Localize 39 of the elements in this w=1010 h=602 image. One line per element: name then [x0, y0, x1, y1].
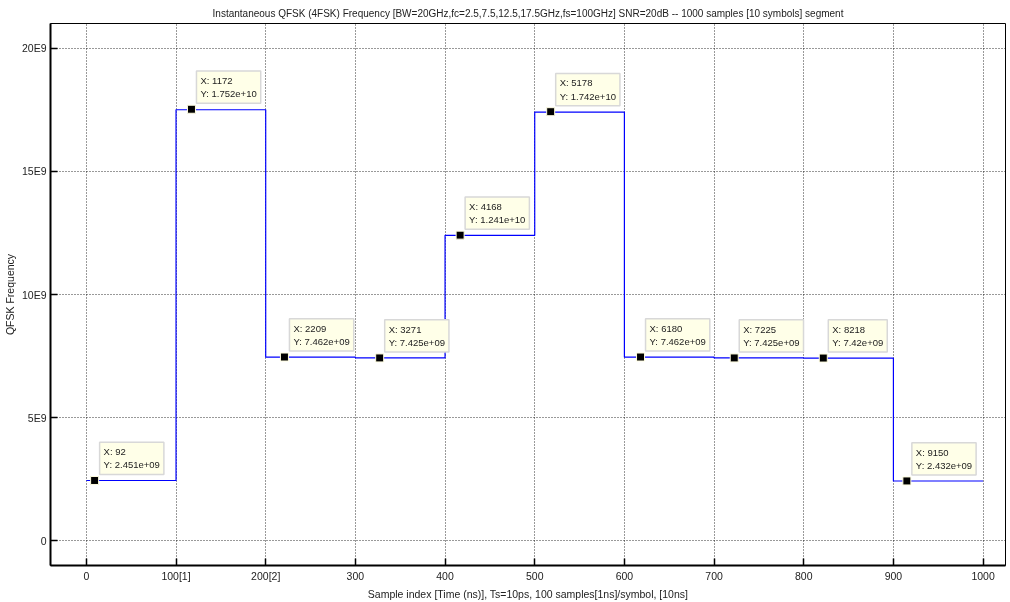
data-label: X: 2209 Y: 7.462e+09 [293, 322, 350, 348]
point [546, 107, 556, 117]
x-tick-label: 300 [346, 569, 365, 582]
y-tick-label: 0 [40, 534, 47, 547]
x-tick-label: 500 [525, 569, 544, 582]
data-label: X: 8218 Y: 7.42e+09 [832, 323, 884, 349]
point [636, 352, 646, 362]
point [279, 352, 289, 362]
y-tick-label: 15E9 [21, 165, 47, 178]
x-tick-label: 200[2] [251, 569, 281, 582]
point [90, 475, 100, 485]
x-tick-label: 900 [884, 569, 903, 582]
data-label: X: 4168 Y: 1.241e+10 [469, 200, 526, 226]
point [818, 353, 828, 363]
x-tick-label: 600 [615, 569, 634, 582]
y-axis-title: QFSK Frequency [3, 253, 16, 336]
data-label: X: 5178 Y: 1.742e+10 [559, 77, 616, 102]
x-axis-title: Sample index [Time (ns)], Ts=10ps, 100 samples[1ns]/symbol, [10ns] [367, 587, 689, 600]
data-label: X: 1172 Y: 1.752e+10 [200, 75, 257, 100]
x-tick-label: 0 [83, 569, 90, 582]
data-label: X: 7225 Y: 7.425e+09 [743, 323, 800, 348]
point [455, 230, 465, 240]
point [375, 353, 385, 363]
point [729, 353, 739, 363]
y-tick-label: 10E9 [21, 288, 47, 301]
data-label: X: 3271 Y: 7.425e+09 [388, 323, 445, 348]
x-tick-label: 800 [794, 569, 813, 582]
data-label: X: 9150 Y: 2.432e+09 [915, 446, 973, 471]
data-label: X: 92 Y: 2.451e+09 [103, 446, 160, 471]
point [902, 476, 912, 486]
x-tick-label: 400 [436, 569, 454, 582]
data-label: X: 6180 Y: 7.462e+09 [649, 322, 706, 348]
x-tick-label: 100[1] [161, 569, 191, 582]
y-tick-label: 20E9 [21, 42, 47, 55]
x-tick-label: 700 [705, 569, 723, 582]
y-tick-label: 5E9 [27, 411, 47, 424]
x-tick-label: 1000 [971, 569, 995, 582]
point [186, 104, 196, 114]
chart-title: Instantaneous QFSK (4FSK) Frequency [BW=20GHz,fc=2.5,7.5,12.5,17.5GHz,fs=100GHz] SNR=20dB -- 1000 samples [10 symbols] segment [212, 7, 844, 19]
